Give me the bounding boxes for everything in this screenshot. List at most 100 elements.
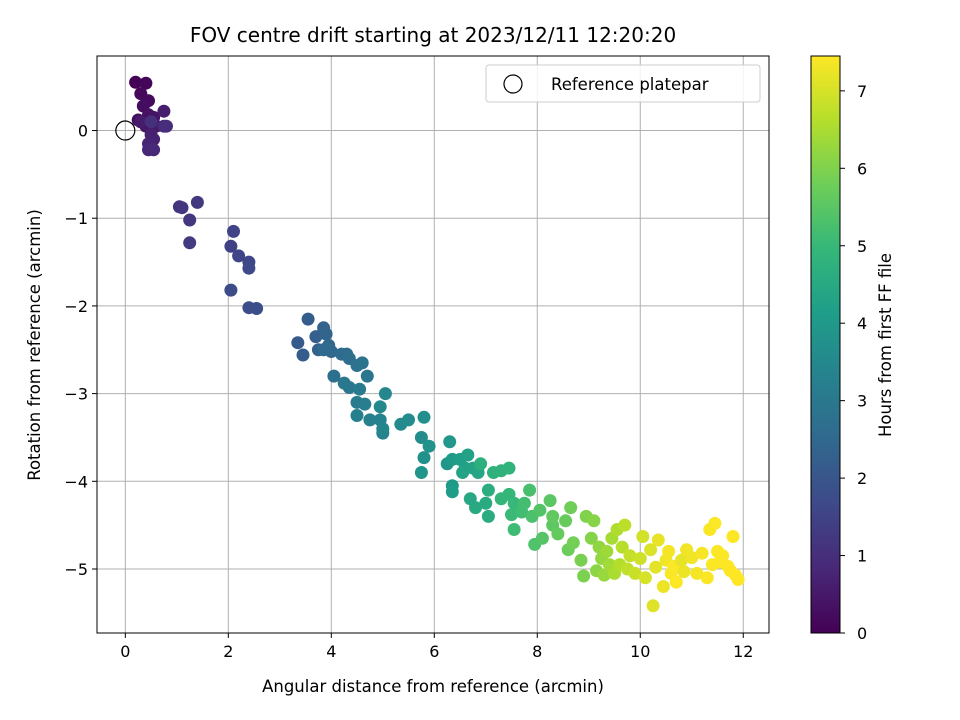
plot-frame [96, 55, 770, 634]
colorbar-tick-label: 7 [857, 82, 867, 101]
y-tick-label: −2 [64, 297, 88, 316]
y-tick-label: −5 [64, 560, 88, 579]
y-tick-label: 0 [78, 122, 88, 141]
data-point [656, 580, 670, 593]
data-point [147, 143, 161, 157]
data-point [350, 409, 364, 422]
reference-platepar-marker [115, 120, 136, 141]
data-point [646, 599, 660, 613]
data-point [726, 530, 740, 543]
data-point [414, 466, 428, 479]
data-point [587, 514, 601, 528]
data-point [677, 565, 691, 579]
data-point [636, 530, 650, 543]
data-point [649, 560, 663, 574]
data-points [129, 75, 745, 613]
legend-box [485, 64, 761, 103]
data-point [291, 336, 305, 350]
data-point [623, 549, 637, 563]
data-point [224, 283, 238, 297]
x-tick-label: 10 [630, 642, 650, 661]
data-point [224, 239, 238, 253]
legend-marker-icon [503, 74, 523, 94]
y-tick-label: −1 [64, 209, 88, 228]
data-point [134, 115, 148, 129]
colorbar-tick-label: 3 [857, 392, 867, 411]
data-point [675, 553, 688, 567]
data-point [402, 413, 415, 427]
data-point [250, 302, 264, 315]
colorbar-tick-label: 0 [857, 624, 867, 643]
data-point [533, 503, 547, 517]
data-point [695, 546, 709, 560]
data-point [183, 213, 197, 227]
colorbar-tick-label: 4 [857, 314, 867, 333]
x-tick-label: 0 [120, 642, 130, 661]
data-point [378, 387, 392, 401]
data-point [669, 575, 683, 589]
data-point [481, 509, 495, 523]
data-point [232, 249, 246, 263]
data-point [505, 508, 518, 522]
data-point [309, 330, 323, 344]
data-point [190, 195, 204, 209]
data-point [651, 533, 665, 547]
data-point [523, 483, 537, 497]
data-point [242, 261, 256, 275]
legend: Reference platepar [485, 64, 761, 103]
data-point [456, 466, 470, 479]
colorbar-tick-label: 6 [857, 159, 867, 178]
colorbar-gradient [811, 56, 840, 633]
colorbar: 0 1 2 3 4 5 6 7 [810, 55, 867, 643]
data-point [597, 568, 611, 582]
colorbar-ticks: 0 1 2 3 4 5 6 7 [840, 82, 867, 643]
data-point [175, 201, 189, 215]
x-tick-label: 6 [429, 642, 439, 661]
data-point [317, 343, 331, 357]
data-point [342, 381, 356, 394]
data-point [157, 104, 171, 118]
data-point [355, 356, 369, 370]
colorbar-tick-label: 5 [857, 237, 867, 256]
data-point [628, 566, 642, 580]
data-point [502, 461, 516, 475]
colorbar-tick-label: 2 [857, 469, 867, 488]
data-point [469, 501, 482, 515]
data-point [507, 496, 521, 510]
data-point [319, 327, 333, 341]
x-tick-label: 12 [733, 642, 753, 661]
data-point [360, 369, 374, 383]
data-point [716, 549, 730, 563]
colorbar-frame [810, 55, 841, 634]
data-point [160, 119, 173, 133]
data-point [662, 544, 676, 558]
data-point [685, 551, 699, 565]
data-point [227, 224, 240, 238]
x-tick-label: 4 [326, 642, 336, 661]
data-point [129, 75, 143, 89]
plot-area: 0 2 4 6 8 10 12 0 −1 −2 −3 −4 −5 [64, 55, 770, 661]
data-point [445, 485, 459, 499]
data-point [618, 518, 632, 532]
data-point [417, 451, 431, 465]
data-point [638, 571, 652, 585]
y-tick-label: −3 [64, 385, 88, 404]
data-point [373, 400, 387, 414]
x-axis-ticks: 0 2 4 6 8 10 12 [120, 633, 753, 661]
data-point [481, 483, 495, 497]
data-point [422, 439, 436, 453]
data-point [517, 496, 531, 510]
data-point [551, 527, 565, 541]
data-point [644, 543, 658, 557]
data-point [301, 312, 315, 326]
data-point [535, 531, 549, 545]
data-point [546, 509, 560, 523]
data-point [584, 531, 598, 545]
reference-marker [115, 120, 136, 141]
data-point [139, 76, 153, 90]
data-point [564, 501, 578, 515]
data-point [358, 397, 372, 411]
data-point [633, 552, 647, 565]
data-point [474, 457, 488, 471]
